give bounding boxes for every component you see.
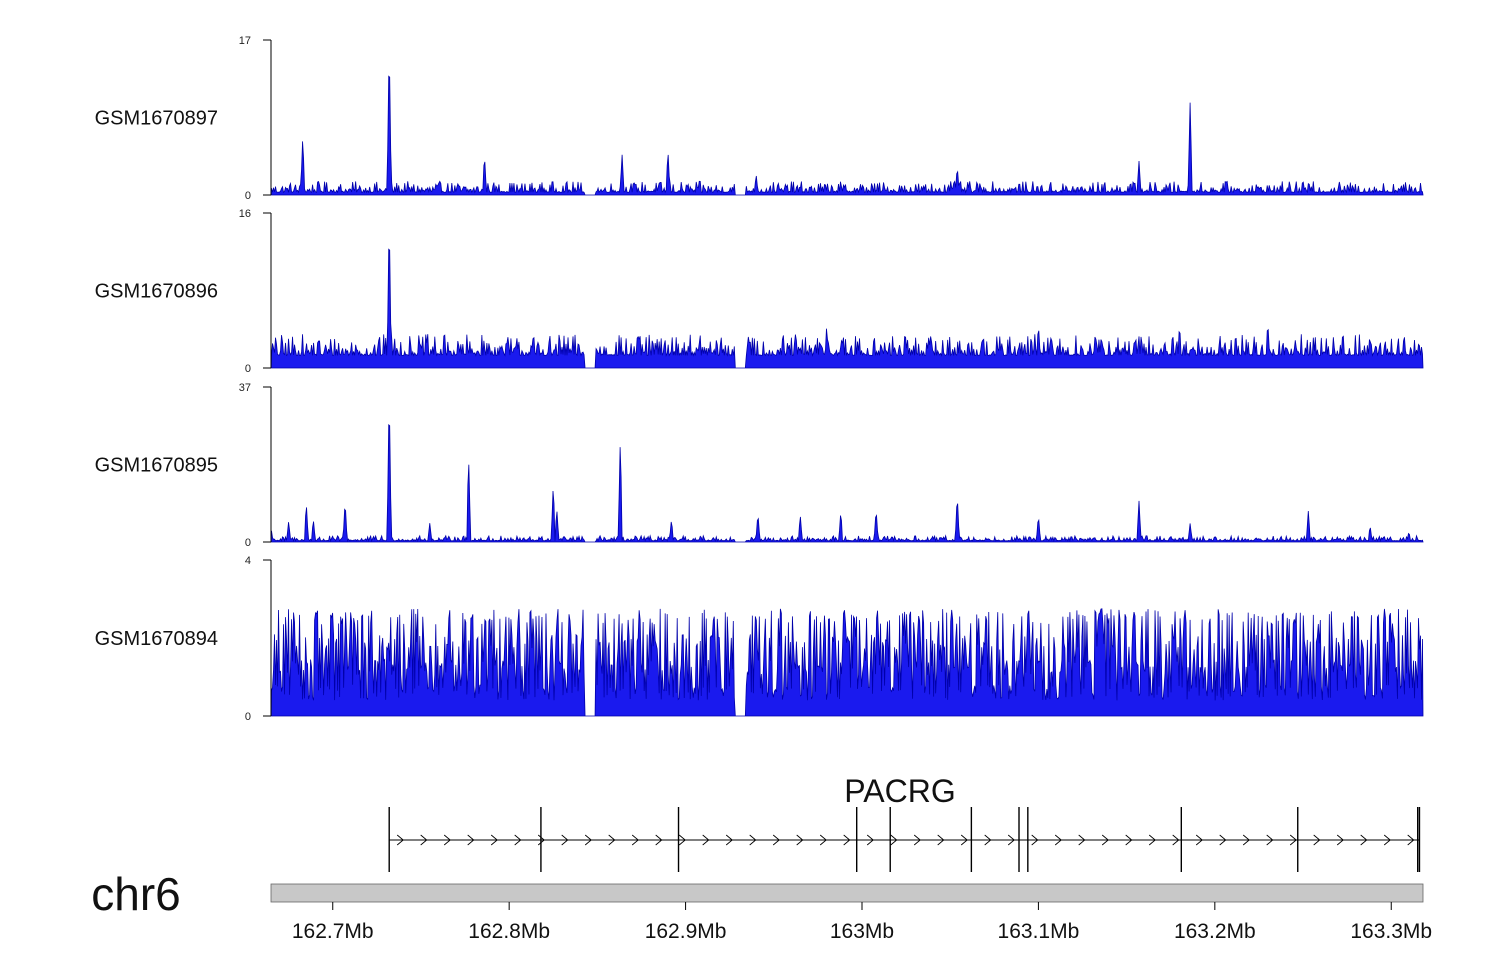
strand-arrow (584, 834, 592, 846)
track-ymax-label: 37 (239, 382, 251, 394)
x-tick-label: 162.8Mb (468, 920, 550, 943)
strand-arrow (1125, 834, 1133, 846)
strand-arrow (1101, 834, 1109, 846)
strand-arrow (1266, 834, 1274, 846)
strand-arrow (960, 834, 968, 846)
track-name-label: GSM1670896 (95, 281, 218, 303)
strand-arrow (913, 834, 921, 846)
track-ymin-label: 0 (245, 711, 251, 723)
x-tick-label: 163.3Mb (1350, 920, 1432, 943)
strand-arrow (490, 834, 498, 846)
strand-arrow (1148, 834, 1156, 846)
strand-arrow (561, 834, 569, 846)
gene-track: PACRG (388, 773, 1421, 872)
signal-tracks: 17 0 GSM1670897 16 0 GSM1670896 37 0 GSM1670895 4… (95, 35, 1424, 723)
track-ymax-label: 17 (239, 35, 251, 47)
strand-arrow (819, 834, 827, 846)
strand-arrow (420, 834, 428, 846)
strand-arrow (1383, 834, 1391, 846)
strand-arrow (631, 834, 639, 846)
strand-arrow (1031, 834, 1039, 846)
strand-arrow (443, 834, 451, 846)
track-gsm1670894: 4 0 GSM1670894 (95, 555, 1424, 723)
x-tick-label: 162.9Mb (645, 920, 727, 943)
track-name-label: GSM1670895 (95, 455, 218, 477)
track-ymin-label: 0 (245, 537, 251, 549)
strand-arrow (1336, 834, 1344, 846)
strand-arrow (1289, 834, 1297, 846)
strand-arrow (772, 834, 780, 846)
track-signal (270, 608, 1424, 717)
genome-axis: 162.7Mb 162.8Mb 162.9Mb 163Mb 163.1Mb 163.2Mb… (270, 883, 1432, 943)
strand-arrow (1360, 834, 1368, 846)
strand-arrow (890, 834, 898, 846)
strand-arrow (1407, 834, 1415, 846)
track-gsm1670895: 37 0 GSM1670895 (95, 382, 1424, 549)
strand-arrow (1078, 834, 1086, 846)
strand-arrow (866, 834, 874, 846)
chromosome-ideogram (270, 883, 1424, 903)
strand-arrow (1007, 834, 1015, 846)
x-tick-label: 163.2Mb (1174, 920, 1256, 943)
track-ymax-label: 16 (239, 208, 251, 220)
track-gsm1670896: 16 0 GSM1670896 (95, 208, 1424, 375)
strand-arrow (655, 834, 663, 846)
x-tick-label: 163.1Mb (998, 920, 1080, 943)
strand-arrow (467, 834, 475, 846)
strand-arrow (1242, 834, 1250, 846)
chromosome-label: chr6 (91, 868, 180, 920)
strand-arrow (702, 834, 710, 846)
track-signal (270, 75, 1424, 196)
track-ymin-label: 0 (245, 363, 251, 375)
strand-arrow (725, 834, 733, 846)
strand-arrow (514, 834, 522, 846)
track-signal (270, 248, 1424, 369)
strand-arrow (537, 834, 545, 846)
track-ymin-label: 0 (245, 190, 251, 202)
track-name-label: GSM1670897 (95, 108, 218, 130)
strand-arrow (678, 834, 686, 846)
strand-arrow (1054, 834, 1062, 846)
strand-arrow (1313, 834, 1321, 846)
strand-arrow (396, 834, 404, 846)
track-ymax-label: 4 (245, 555, 251, 567)
strand-arrow (796, 834, 804, 846)
strand-arrow (1172, 834, 1180, 846)
strand-arrow (937, 834, 945, 846)
track-name-label: GSM1670894 (95, 628, 218, 650)
strand-arrow (608, 834, 616, 846)
strand-arrow (843, 834, 851, 846)
strand-arrow (1219, 834, 1227, 846)
strand-arrow (749, 834, 757, 846)
gene-name-label: PACRG (844, 773, 955, 809)
strand-arrow (984, 834, 992, 846)
x-tick-label: 163Mb (830, 920, 894, 943)
track-signal (270, 423, 1424, 543)
track-gsm1670897: 17 0 GSM1670897 (95, 35, 1424, 202)
x-tick-label: 162.7Mb (292, 920, 374, 943)
strand-arrow (1195, 834, 1203, 846)
